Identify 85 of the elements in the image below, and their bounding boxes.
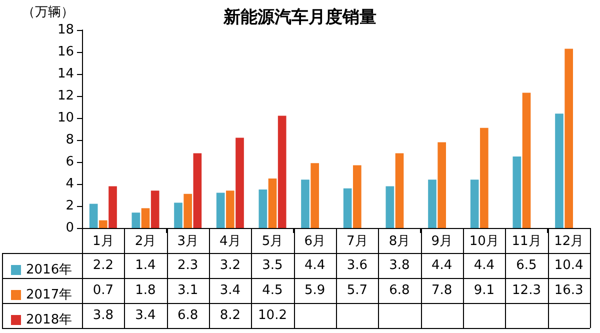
data-label: 1.4 xyxy=(135,258,156,273)
data-label: 8.2 xyxy=(220,308,241,323)
bar xyxy=(216,192,225,228)
data-label: 6.8 xyxy=(389,283,410,298)
legend-label: 2017年 xyxy=(26,288,72,302)
data-label: 3.6 xyxy=(346,258,368,273)
data-label: 9.1 xyxy=(474,283,495,298)
y-tick-label: 18 xyxy=(57,22,74,38)
bar xyxy=(343,188,352,228)
data-label: 4.5 xyxy=(262,283,283,298)
x-tick-label: 2月 xyxy=(134,234,156,249)
x-tick-label: 1月 xyxy=(92,234,114,249)
data-label: 2.3 xyxy=(177,258,198,273)
y-tick-label: 12 xyxy=(57,88,74,104)
data-label: 1.8 xyxy=(135,283,156,298)
y-tick-label: 2 xyxy=(66,198,74,214)
bar xyxy=(184,194,192,228)
bar xyxy=(386,186,394,228)
bar xyxy=(438,142,446,228)
data-label: 3.1 xyxy=(177,283,198,298)
data-label: 4.4 xyxy=(431,258,452,273)
bar xyxy=(89,204,98,228)
data-label: 3.8 xyxy=(92,308,114,323)
bar xyxy=(174,202,182,228)
bar xyxy=(395,153,404,228)
x-tick-label: 10月 xyxy=(469,234,499,249)
legend-label: 2016年 xyxy=(26,262,72,278)
data-label: 6.5 xyxy=(516,258,537,273)
y-tick-label: 10 xyxy=(57,110,74,126)
bar xyxy=(480,128,488,228)
x-tick-label: 4月 xyxy=(220,234,241,249)
bar xyxy=(226,190,234,228)
data-label: 0.7 xyxy=(92,283,114,298)
bar xyxy=(236,138,244,228)
x-tick-label: 6月 xyxy=(304,234,326,249)
y-tick-label: 6 xyxy=(66,154,74,170)
bar xyxy=(301,180,310,228)
y-tick-label: 16 xyxy=(57,44,74,60)
legend-label: 2018年 xyxy=(26,312,72,328)
bar xyxy=(353,165,362,228)
x-tick-label: 7月 xyxy=(346,234,368,249)
bar xyxy=(132,212,140,228)
data-label: 10.2 xyxy=(258,308,287,323)
data-label: 3.8 xyxy=(389,258,410,273)
bar xyxy=(258,190,268,228)
data-label: 5.9 xyxy=(304,283,326,298)
data-label: 12.3 xyxy=(512,283,541,298)
bar xyxy=(141,208,150,228)
data-label: 4.4 xyxy=(474,258,495,273)
y-tick-label: 8 xyxy=(66,132,74,148)
bar xyxy=(555,114,564,228)
data-label: 3.2 xyxy=(220,258,241,273)
data-label: 6.8 xyxy=(177,308,198,323)
bar xyxy=(268,178,277,228)
y-axis-title: （万辆） xyxy=(22,5,74,20)
data-label: 5.7 xyxy=(346,283,368,298)
bar xyxy=(564,48,573,228)
bar xyxy=(428,180,436,228)
bar xyxy=(150,190,160,228)
bar xyxy=(108,186,117,228)
x-tick-label: 5月 xyxy=(262,234,284,249)
data-label: 16.3 xyxy=(554,283,584,298)
bar xyxy=(522,92,531,228)
y-tick-label: 0 xyxy=(66,220,74,236)
y-tick-label: 14 xyxy=(57,66,74,82)
data-label: 3.4 xyxy=(220,283,241,298)
data-label: 4.4 xyxy=(304,258,326,273)
data-label: 10.4 xyxy=(554,258,584,273)
data-label: 3.5 xyxy=(262,258,283,273)
chart-title: 新能源汽车月度销量 xyxy=(222,8,376,28)
bar xyxy=(310,163,320,228)
bar xyxy=(512,156,522,228)
data-label: 2.2 xyxy=(92,258,114,273)
bar xyxy=(470,180,479,228)
data-label: 3.4 xyxy=(135,308,156,323)
y-tick-label: 4 xyxy=(66,176,74,192)
x-tick-label: 12月 xyxy=(554,234,584,249)
bar xyxy=(99,220,108,228)
x-tick-label: 9月 xyxy=(431,234,452,249)
x-tick-label: 11月 xyxy=(512,234,542,249)
data-label: 7.8 xyxy=(431,283,452,298)
x-tick-label: 8月 xyxy=(388,234,410,249)
bar xyxy=(193,153,202,228)
x-tick-label: 3月 xyxy=(177,234,198,249)
bar xyxy=(278,116,286,228)
